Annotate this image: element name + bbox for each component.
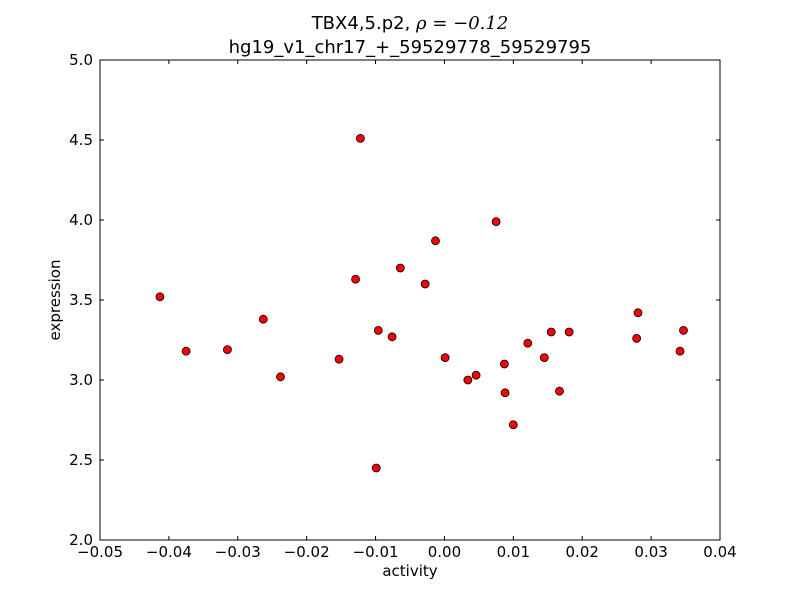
- y-tick-label: 2.0: [69, 531, 93, 549]
- x-tick-label: −0.02: [284, 543, 330, 561]
- x-tick-label: 0.03: [634, 543, 667, 561]
- data-point: [431, 236, 440, 246]
- y-axis-label: expression: [46, 260, 64, 341]
- x-axis-label: activity: [382, 562, 437, 580]
- data-point: [181, 346, 191, 356]
- x-tick-label: −0.04: [146, 543, 192, 561]
- y-tick-label: 3.5: [69, 291, 93, 309]
- chart-subtitle: hg19_v1_chr17_+_59529778_59529795: [229, 37, 592, 58]
- data-point: [523, 338, 533, 348]
- y-tick-label: 3.0: [69, 371, 93, 389]
- plot-frame: [99, 59, 721, 541]
- chart-title-main: TBX4,5.p2,: [311, 13, 416, 34]
- data-point: [395, 263, 405, 273]
- plot-area: [100, 60, 720, 540]
- y-tick-label: 4.5: [69, 131, 93, 149]
- data-point: [155, 292, 165, 302]
- data-points: [155, 133, 688, 473]
- chart-title: TBX4,5.p2, ρ = −0.12: [311, 13, 509, 34]
- chart-title-rho: ρ = −0.12: [415, 13, 508, 34]
- x-tick-label: −0.01: [353, 543, 399, 561]
- axis-tick-labels: −0.05 −0.04 −0.03 −0.02 −0.01 0.00 0.01 0.02 0.0…: [69, 51, 737, 561]
- data-point: [499, 359, 509, 369]
- data-point: [355, 133, 365, 143]
- y-tick-label: 2.5: [69, 451, 93, 469]
- data-point: [632, 333, 642, 343]
- data-point: [276, 372, 285, 382]
- x-tick-label: 0.01: [497, 543, 530, 561]
- data-point: [440, 353, 450, 363]
- data-point: [539, 353, 549, 363]
- x-tick-label: 0.02: [566, 543, 599, 561]
- data-point: [546, 327, 556, 337]
- y-tick-label: 4.0: [69, 211, 93, 229]
- x-tick-label: −0.03: [215, 543, 261, 561]
- data-point: [675, 346, 685, 356]
- data-point: [508, 420, 518, 430]
- data-point: [463, 375, 473, 385]
- data-point: [420, 279, 430, 289]
- data-point: [351, 274, 360, 284]
- data-point: [258, 314, 268, 324]
- data-point: [471, 370, 481, 380]
- data-point: [491, 217, 501, 227]
- x-tick-label: −0.05: [77, 543, 123, 561]
- data-point: [564, 327, 574, 337]
- data-point: [555, 386, 564, 396]
- data-point: [387, 332, 397, 342]
- data-point: [633, 308, 643, 318]
- x-tick-label: 0.00: [428, 543, 461, 561]
- data-point: [679, 325, 688, 335]
- data-point: [334, 354, 344, 364]
- data-point: [500, 388, 510, 398]
- data-point: [371, 463, 381, 473]
- data-point: [373, 325, 383, 335]
- y-tick-label: 5.0: [69, 51, 93, 69]
- data-point: [223, 345, 232, 355]
- x-tick-label: 0.04: [703, 543, 736, 561]
